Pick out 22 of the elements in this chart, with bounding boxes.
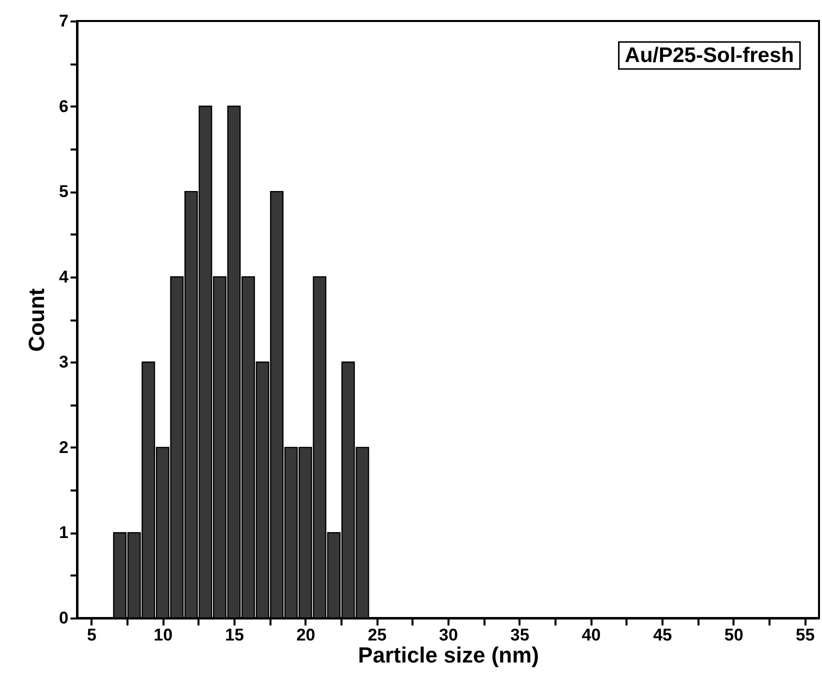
x-tick-label: 45 [653, 626, 672, 644]
x-tick-label: 40 [582, 626, 601, 644]
y-tick-label: 7 [59, 12, 68, 30]
y-tick-label: 0 [59, 608, 68, 628]
y-tick-label: 2 [59, 438, 68, 457]
x-tick-label: 30 [439, 626, 458, 644]
y-tick-label: 4 [59, 267, 70, 286]
x-tick-label: 10 [154, 626, 173, 644]
x-tick-label: 25 [368, 626, 387, 644]
x-tick-label: 15 [225, 626, 244, 644]
x-tick-label: 55 [796, 626, 815, 644]
y-tick-label: 6 [59, 96, 68, 116]
x-tick-label: 5 [87, 626, 97, 644]
x-axis-title: Particle size (nm) [358, 642, 539, 668]
y-tick-label: 3 [59, 352, 68, 372]
y-axis-title: Count [24, 288, 50, 352]
x-tick-label: 50 [724, 626, 744, 644]
y-tick-label: 5 [59, 182, 68, 202]
y-tick-label: 1 [59, 523, 68, 542]
x-tick-label: 35 [510, 626, 530, 644]
x-tick-label: 20 [296, 626, 316, 644]
annotation: Au/P25-Sol-fresh [624, 44, 794, 67]
